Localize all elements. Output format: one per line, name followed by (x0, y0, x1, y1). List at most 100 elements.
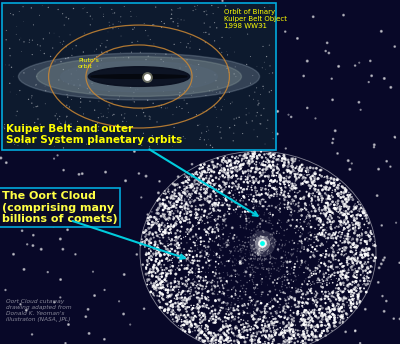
Point (324, 318, 330, 324)
Point (330, 136, 336, 142)
Point (345, 261, 351, 266)
Point (143, 228, 149, 233)
Point (60, 39, 67, 44)
Point (304, 330, 310, 336)
Point (347, 240, 354, 246)
Point (260, 84, 266, 89)
Point (321, 261, 328, 267)
Point (222, 181, 228, 186)
Point (335, 230, 342, 235)
Point (188, 260, 194, 265)
Point (102, 169, 109, 175)
Point (292, 304, 299, 310)
Point (242, 257, 249, 263)
Point (321, 323, 328, 328)
Point (198, 249, 204, 255)
Point (215, 207, 221, 213)
Point (100, 51, 106, 56)
Point (202, 315, 208, 321)
Point (318, 195, 324, 201)
Point (350, 293, 356, 299)
Point (319, 330, 325, 336)
Point (313, 298, 319, 303)
Point (335, 185, 341, 191)
Point (208, 211, 214, 216)
Point (228, 170, 235, 175)
Point (212, 313, 219, 319)
Point (286, 284, 292, 290)
Point (308, 237, 314, 242)
Point (248, 343, 254, 344)
Point (224, 301, 231, 306)
Point (266, 276, 273, 281)
Point (316, 307, 322, 313)
Point (325, 203, 332, 208)
Point (174, 228, 181, 233)
Point (167, 206, 173, 212)
Point (263, 191, 269, 196)
Point (239, 326, 246, 332)
Point (330, 230, 337, 236)
Point (250, 297, 257, 302)
Point (168, 205, 174, 210)
Point (194, 252, 200, 258)
Point (184, 319, 191, 325)
Point (326, 217, 333, 223)
Point (248, 243, 255, 249)
Point (296, 334, 303, 340)
Point (127, 85, 134, 90)
Point (252, 316, 259, 322)
Point (139, 236, 145, 242)
Point (151, 214, 157, 219)
Point (287, 332, 294, 337)
Point (316, 208, 323, 214)
Point (288, 323, 295, 329)
Point (315, 296, 321, 301)
Point (218, 335, 224, 340)
Point (154, 256, 160, 261)
Point (277, 321, 283, 326)
Point (263, 164, 270, 170)
Point (173, 293, 179, 299)
Point (147, 240, 154, 245)
Point (270, 193, 277, 199)
Point (182, 295, 188, 300)
Point (305, 333, 312, 338)
Point (298, 292, 305, 298)
Point (192, 171, 199, 176)
Point (191, 179, 198, 185)
Point (152, 4, 159, 10)
Point (243, 214, 250, 219)
Point (282, 252, 288, 258)
Point (171, 309, 177, 315)
Point (152, 281, 158, 287)
Point (333, 257, 339, 262)
Point (188, 62, 194, 67)
Point (190, 174, 197, 179)
Point (259, 240, 265, 245)
Point (193, 253, 199, 259)
Point (266, 324, 272, 330)
Point (224, 272, 231, 278)
Point (253, 342, 259, 344)
Point (193, 289, 199, 294)
Point (206, 200, 212, 205)
Point (270, 130, 276, 135)
Point (315, 222, 322, 228)
Point (332, 206, 338, 211)
Point (305, 275, 312, 280)
Point (268, 333, 275, 338)
Point (329, 219, 336, 225)
Point (320, 251, 326, 256)
Point (251, 237, 257, 243)
Point (201, 311, 207, 317)
Point (302, 319, 308, 324)
Point (256, 249, 263, 255)
Point (238, 330, 244, 335)
Point (262, 310, 269, 316)
Point (233, 164, 239, 170)
Point (348, 262, 354, 267)
Point (365, 252, 371, 258)
Point (260, 318, 266, 323)
Point (176, 242, 182, 247)
